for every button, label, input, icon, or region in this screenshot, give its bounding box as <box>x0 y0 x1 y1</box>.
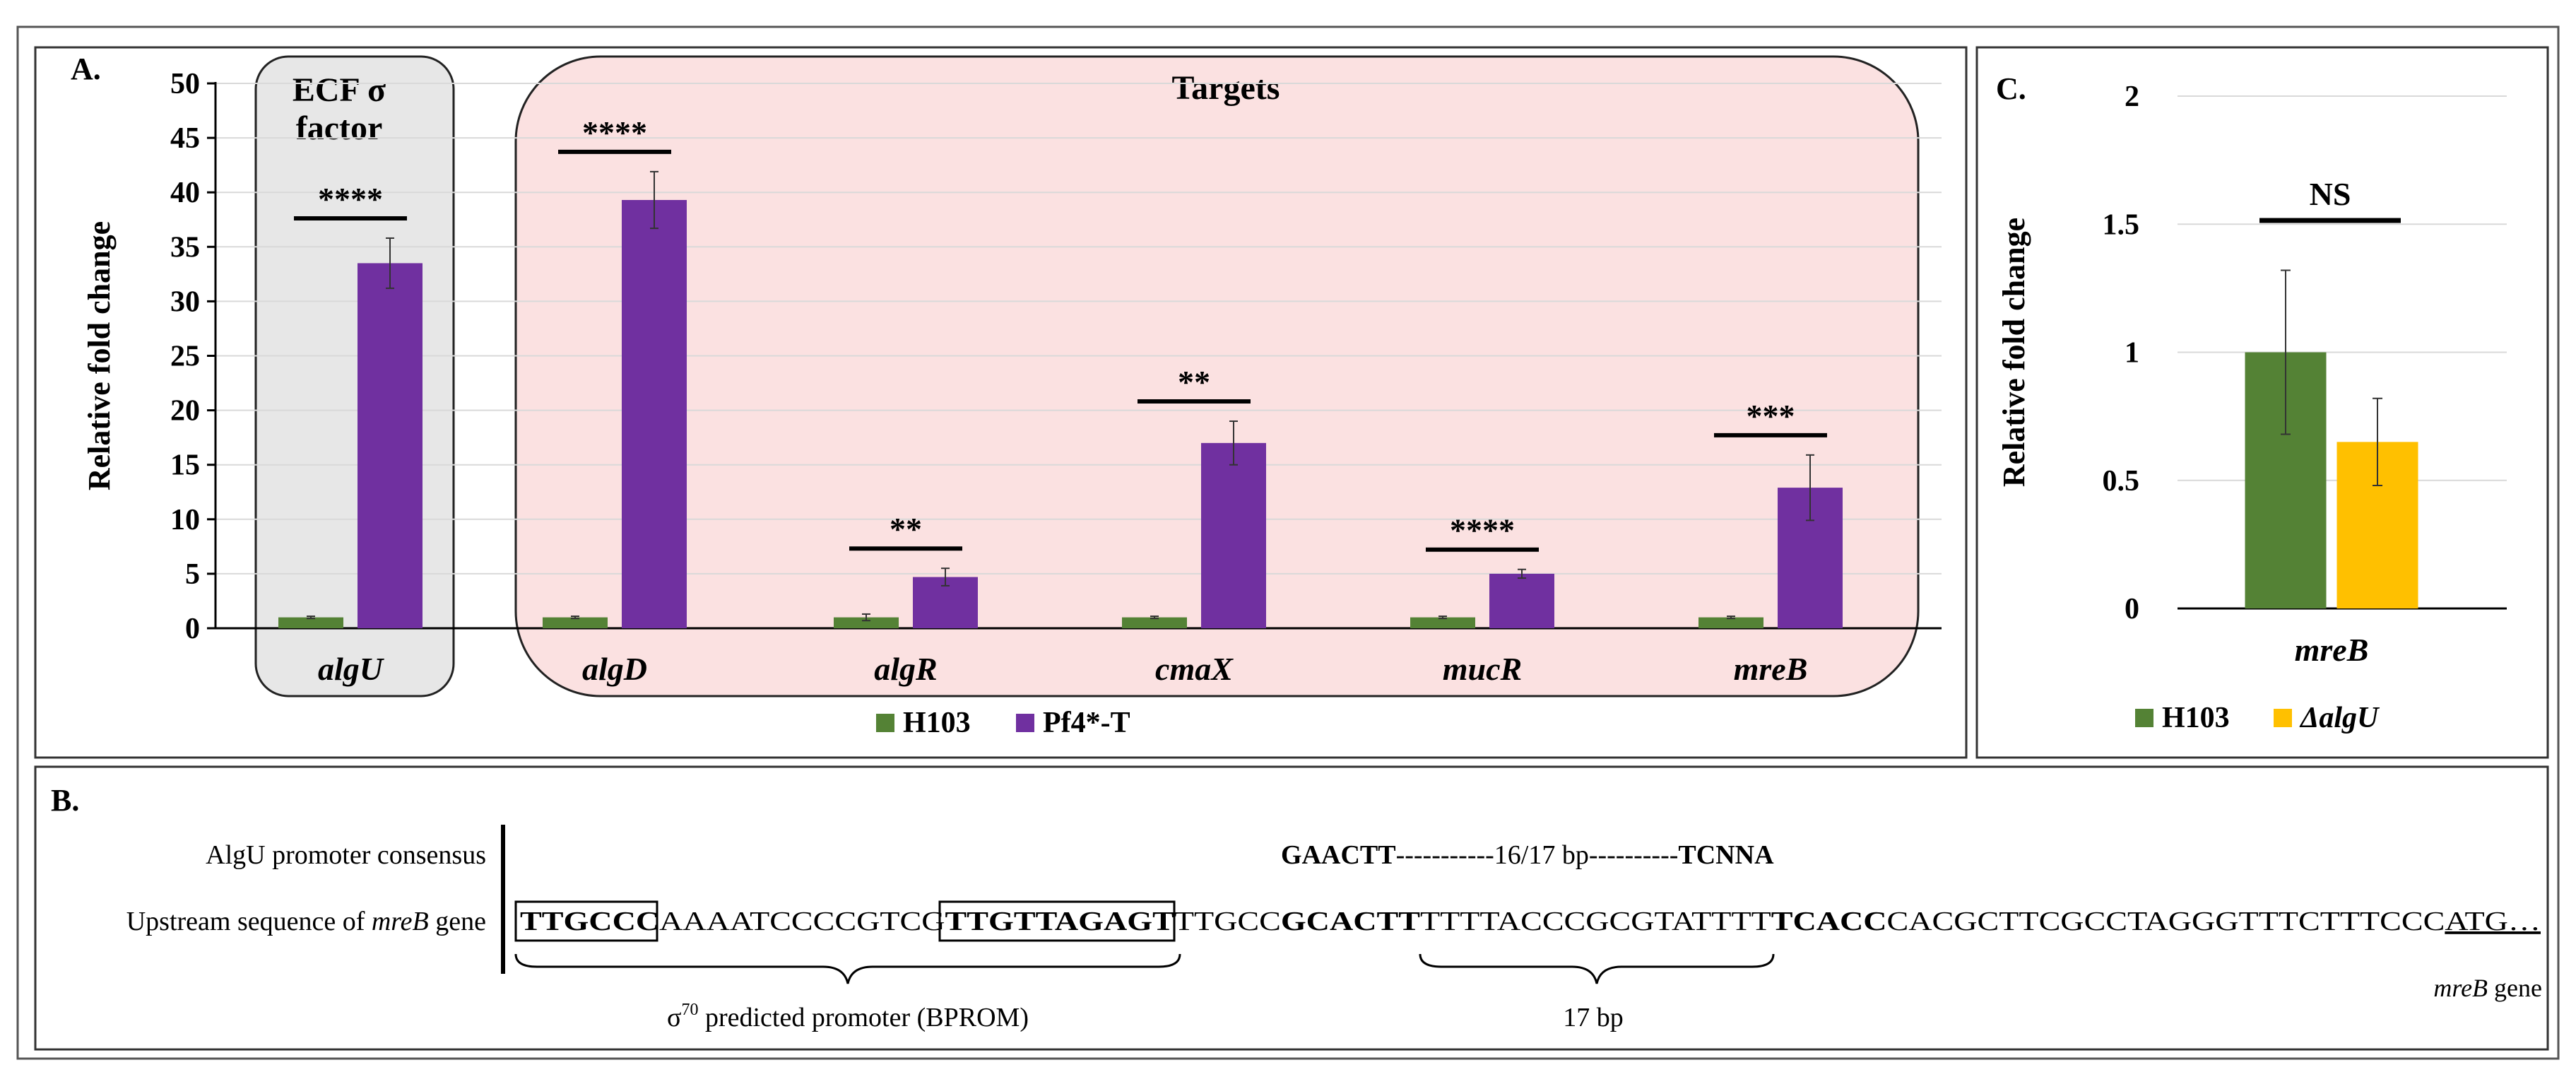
bar-algU-H103 <box>278 617 343 628</box>
panel-a-chart: A. ECF σ factor Targets 0 5 10 15 20 25 30 35 40… <box>71 52 1942 739</box>
y-tick-label-c-1: 0.5 <box>2103 465 2140 498</box>
promoter-sigma: σ <box>667 1003 681 1032</box>
x-tick-label-algU: algU <box>318 651 385 687</box>
x-tick-label-cmaX: cmaX <box>1155 651 1234 687</box>
bar-algD-Pf4*-T <box>622 199 687 628</box>
y-tick-label-a-8: 40 <box>170 177 200 209</box>
seq-mid4: CACGCTTCGCCTAGGGTTTCTTTCCC <box>1887 907 2445 936</box>
panel-b-label: B. <box>51 783 79 818</box>
consensus-sequence: GAACTT-----------16/17 bp----------TCNNA <box>1281 840 1774 870</box>
y-tick-label-a-4: 20 <box>170 395 200 428</box>
panel-a-frame <box>34 46 1968 759</box>
x-tick-label-c: mreB <box>2295 632 2369 668</box>
x-tick-label-mucR: mucR <box>1443 651 1522 687</box>
bar-cmaX-Pf4*-T <box>1201 442 1266 628</box>
sig-label-cmaX: ** <box>1178 364 1210 400</box>
gene-label-gene: mreB <box>2433 974 2488 1002</box>
x-tick-label-algD: algD <box>582 651 647 687</box>
upstream-label-pre: Upstream sequence of <box>126 907 372 936</box>
panel-c-label: C. <box>1996 71 2026 106</box>
sig-label-mreB: *** <box>1747 398 1795 434</box>
sig-label-algU: **** <box>318 181 383 217</box>
promoter-label: σ70 predicted promoter (BPROM) <box>667 1001 1029 1032</box>
y-tick-label-a-5: 25 <box>170 341 200 373</box>
legend-swatch-c-1 <box>2274 709 2292 727</box>
seq-bold1: GCACTT <box>1281 907 1420 936</box>
y-tick-label-a-2: 10 <box>170 504 200 536</box>
y-tick-label-a-10: 50 <box>170 68 200 100</box>
targets-label: Targets <box>1172 69 1280 107</box>
y-axis-title-a: Relative fold change <box>82 221 117 490</box>
panel-a-label: A. <box>71 52 101 86</box>
consensus-label: AlgU promoter consensus <box>206 840 486 870</box>
x-tick-label-algR: algR <box>874 651 937 687</box>
consensus-gap: -----------16/17 bp---------- <box>1396 840 1679 870</box>
y-tick-label-c-2: 1 <box>2125 337 2139 370</box>
upstream-label-post: gene <box>429 907 486 936</box>
seq-box2: TTGTTAGAGT <box>945 907 1174 936</box>
y-tick-label-a-3: 15 <box>170 449 200 482</box>
spacer-label: 17 bp <box>1563 1003 1624 1032</box>
seq-mid3: TTTTACCCGCGTATTTT <box>1420 907 1771 936</box>
sig-label-c: NS <box>2310 176 2351 212</box>
legend-swatch-a-1 <box>1016 714 1034 732</box>
bar-mucR-Pf4*-T <box>1489 573 1554 628</box>
seq-mid1: AAAATCCCCGTCG <box>659 907 945 936</box>
bar-cmaX-H103 <box>1122 617 1187 628</box>
legend-swatch-c-0 <box>2135 709 2153 727</box>
ecf-label-line1: ECF σ <box>293 71 386 109</box>
gene-label: mreB gene <box>2433 974 2542 1002</box>
upstream-label: Upstream sequence of mreB gene <box>126 907 486 936</box>
promoter-superscript: 70 <box>681 1001 698 1019</box>
bar-algU-Pf4*-T <box>358 263 423 628</box>
legend-label-a-1: Pf4*-T <box>1043 707 1130 739</box>
consensus-left: GAACTT <box>1281 840 1396 870</box>
bar-mucR-H103 <box>1410 617 1475 628</box>
bar-algD-H103 <box>543 617 608 628</box>
promoter-text: predicted promoter (BPROM) <box>698 1003 1029 1032</box>
y-tick-label-c-4: 2 <box>2125 81 2139 113</box>
legend-swatch-a-0 <box>876 714 894 732</box>
panel-b-frame <box>34 765 2549 1051</box>
legend-label-c-1: ΔalgU <box>2299 702 2380 734</box>
panel-b-sequence: B. AlgU promoter consensus GAACTT-------… <box>51 783 2542 1032</box>
y-tick-label-c-3: 1.5 <box>2103 208 2140 241</box>
legend-label-a-0: H103 <box>903 707 971 739</box>
sig-label-algD: **** <box>582 114 647 151</box>
consensus-right: TCNNA <box>1678 840 1774 870</box>
bar-mreB-H103 <box>1698 617 1763 628</box>
y-tick-label-a-7: 35 <box>170 231 200 264</box>
x-tick-label-mreB: mreB <box>1734 651 1808 687</box>
sig-label-algR: ** <box>890 511 922 547</box>
upstream-label-gene: mreB <box>372 907 429 936</box>
seq-bold2: TCACC <box>1771 907 1887 936</box>
spacer-brace <box>1419 953 1775 984</box>
upstream-sequence: TTGCCC AAAATCCCCGTCG TTGTTAGAGT TTGCC GCACTT… <box>520 907 2541 936</box>
ecf-label-line2: factor <box>296 110 383 147</box>
y-tick-label-c-0: 0 <box>2125 593 2139 625</box>
panel-c-frame <box>1975 46 2549 759</box>
seq-box1: TTGCCC <box>520 907 659 936</box>
outer-frame <box>16 25 2560 1060</box>
minus10-box <box>938 900 1176 942</box>
seq-atg: ATG… <box>2445 907 2541 936</box>
gene-label-post: gene <box>2488 974 2542 1002</box>
y-tick-label-a-1: 5 <box>185 558 200 591</box>
seq-mid2: TTGCC <box>1174 907 1281 936</box>
y-axis-title-c: Relative fold change <box>1997 218 2031 487</box>
y-tick-label-a-6: 30 <box>170 286 200 318</box>
y-tick-label-a-0: 0 <box>185 613 200 645</box>
sig-label-mucR: **** <box>1450 512 1515 548</box>
legend-label-c-0: H103 <box>2162 702 2230 734</box>
bar-algR-H103 <box>834 617 899 628</box>
minus35-box <box>514 900 658 942</box>
targets-box <box>514 55 1920 697</box>
promoter-brace <box>514 953 1181 984</box>
y-tick-label-a-9: 45 <box>170 122 200 155</box>
ecf-sigma-factor-box <box>254 55 455 697</box>
